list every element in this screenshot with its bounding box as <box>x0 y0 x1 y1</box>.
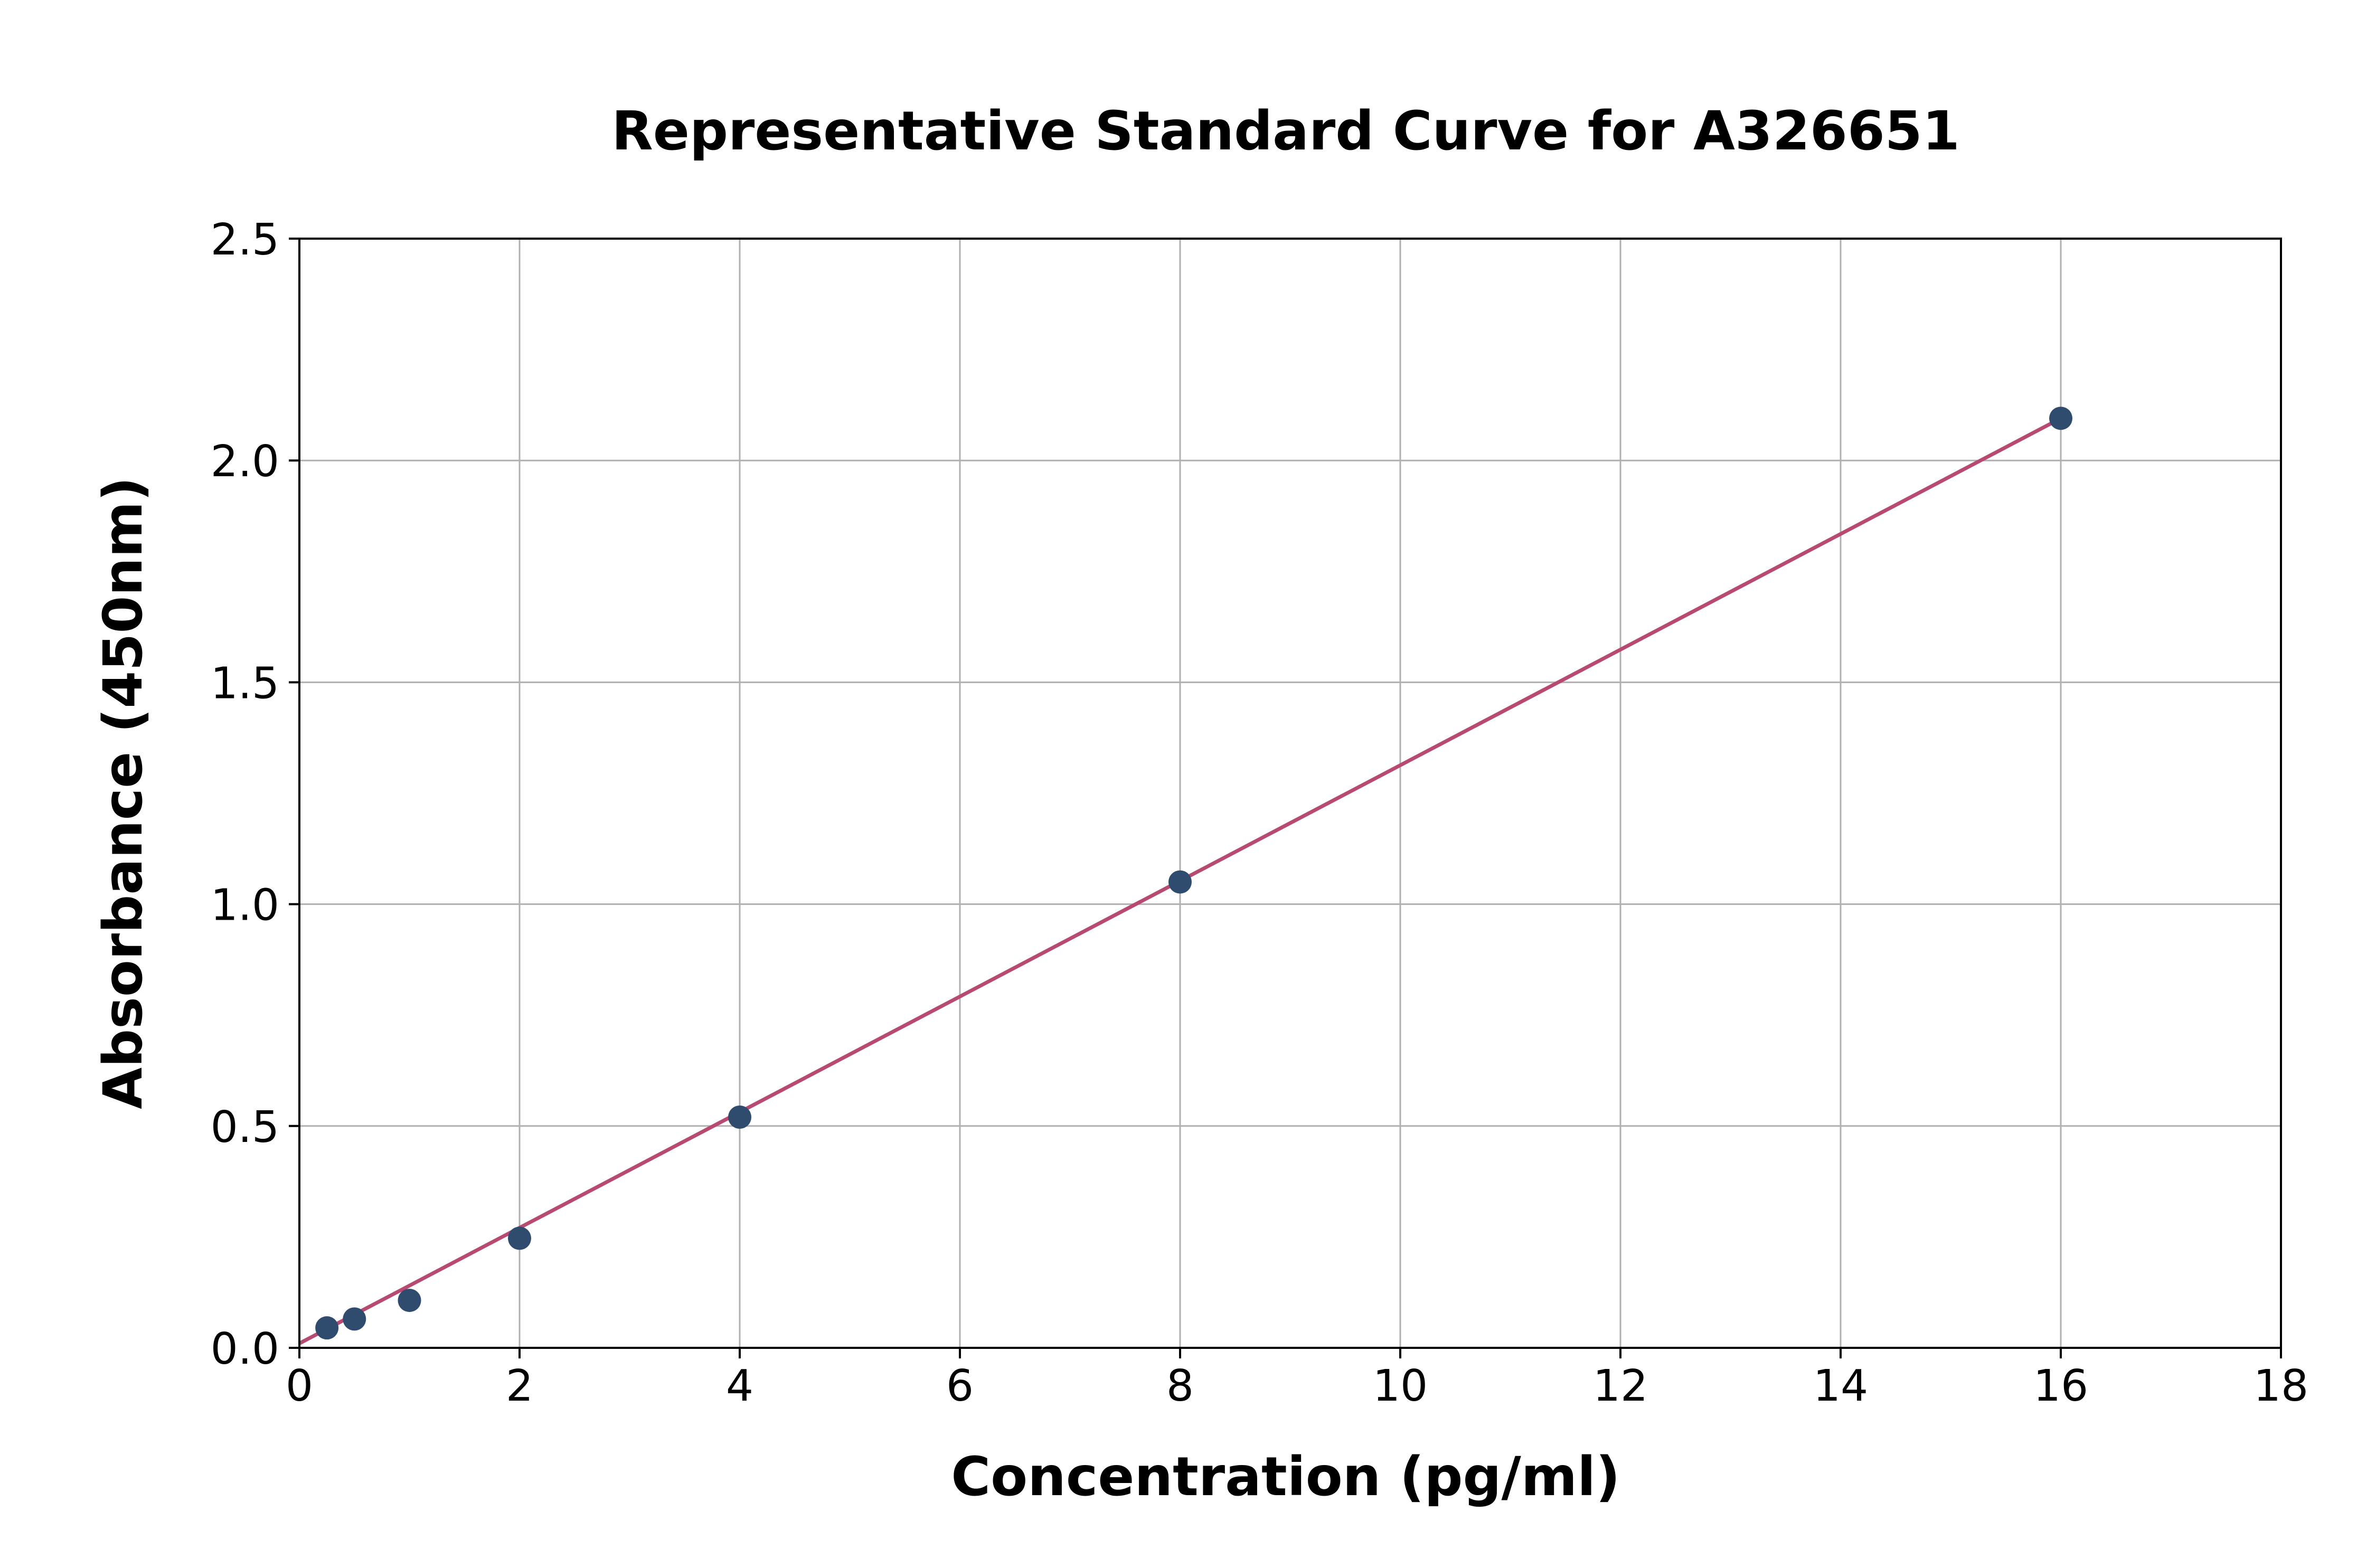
plot-frame <box>298 238 2282 1349</box>
y-tick-label: 2.5 <box>211 215 279 265</box>
x-tick-label: 2 <box>506 1361 533 1411</box>
chart-title: Representative Standard Curve for A32665… <box>611 100 1960 163</box>
data-point <box>315 1316 339 1340</box>
x-tick-label: 14 <box>1813 1361 1868 1411</box>
data-point <box>398 1289 421 1312</box>
data-point <box>1168 870 1192 894</box>
x-tick-label: 18 <box>2254 1361 2308 1411</box>
y-tick-label: 0.0 <box>211 1324 279 1374</box>
y-axis-title: Absorbance (450nm) <box>92 477 155 1109</box>
data-point <box>728 1105 751 1129</box>
data-point <box>508 1226 531 1250</box>
data-series <box>298 407 2072 1345</box>
data-point <box>343 1307 366 1331</box>
data-point <box>2049 407 2072 430</box>
x-axis-title: Concentration (pg/ml) <box>951 1446 1620 1508</box>
x-tick-label: 4 <box>726 1361 753 1411</box>
y-tick-label: 2.0 <box>211 437 279 487</box>
x-tick-label: 10 <box>1373 1361 1428 1411</box>
x-tick-label: 8 <box>1166 1361 1194 1411</box>
y-tick-label: 0.5 <box>211 1102 279 1153</box>
x-tick-label: 12 <box>1593 1361 1648 1411</box>
axis-ticks: 0 2 4 6 8 10 12 14 16 18 0.0 0.5 1.0 1.5 2.0 2.5 <box>211 215 2309 1411</box>
x-tick-label: 16 <box>2033 1361 2088 1411</box>
x-tick-label: 0 <box>286 1361 313 1411</box>
y-tick-label: 1.5 <box>211 658 279 709</box>
x-tick-label: 6 <box>946 1361 974 1411</box>
y-tick-label: 1.0 <box>211 881 279 931</box>
